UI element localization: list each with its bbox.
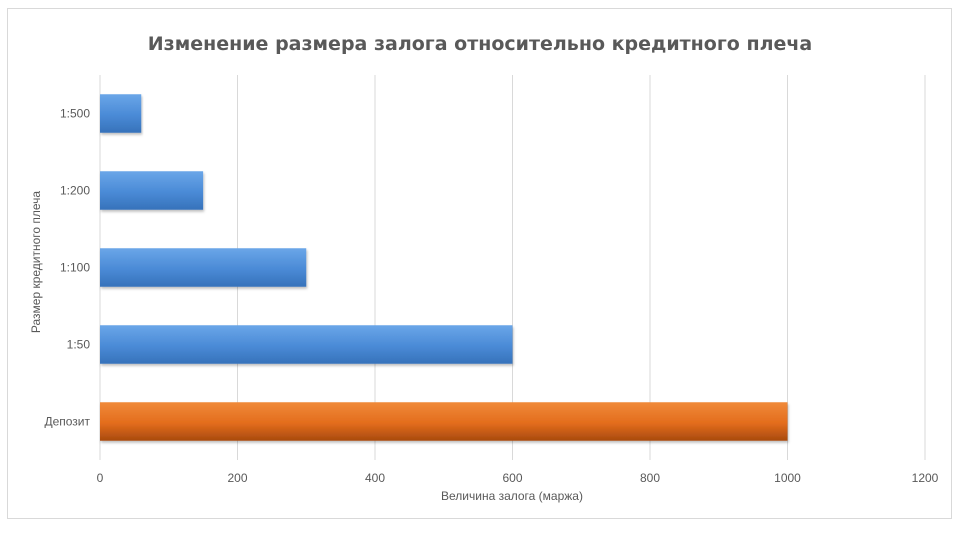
y-tick-label: 1:500 xyxy=(60,107,90,121)
x-axis-label: Величина залога (маржа) xyxy=(441,489,583,503)
y-axis-label: Размер кредитного плеча xyxy=(29,191,43,334)
bar-1:200 xyxy=(100,171,204,210)
chart-title: Изменение размера залога относительно кр… xyxy=(148,33,813,55)
x-axis-ticks: 0 200 400 600 800 1000 1200 xyxy=(97,471,939,485)
x-tick-label: 1200 xyxy=(912,471,939,485)
x-tick-label: 200 xyxy=(227,471,247,485)
y-tick-label: 1:50 xyxy=(67,338,91,352)
bar-1:500 xyxy=(100,94,142,133)
y-tick-label: 1:200 xyxy=(60,184,90,198)
bar-1:50 xyxy=(100,325,513,364)
x-tick-label: 800 xyxy=(640,471,660,485)
gridlines xyxy=(99,75,926,460)
bar-1:100 xyxy=(100,248,307,287)
y-tick-label: Депозит xyxy=(44,415,90,429)
x-tick-label: 0 xyxy=(97,471,104,485)
bars xyxy=(100,94,788,441)
y-tick-label: 1:100 xyxy=(60,261,90,275)
x-tick-label: 400 xyxy=(365,471,385,485)
x-tick-label: 600 xyxy=(502,471,522,485)
bar-Депозит xyxy=(100,402,788,441)
x-tick-label: 1000 xyxy=(774,471,801,485)
y-axis-ticks: Депозит 1:50 1:100 1:200 1:500 xyxy=(44,107,90,429)
